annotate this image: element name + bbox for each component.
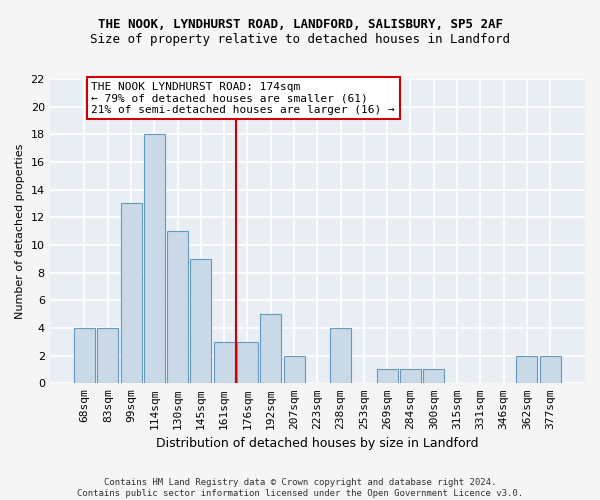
Text: THE NOOK, LYNDHURST ROAD, LANDFORD, SALISBURY, SP5 2AF: THE NOOK, LYNDHURST ROAD, LANDFORD, SALI… bbox=[97, 18, 503, 30]
Bar bbox=[167, 231, 188, 384]
Bar bbox=[284, 356, 305, 384]
X-axis label: Distribution of detached houses by size in Landford: Distribution of detached houses by size … bbox=[156, 437, 479, 450]
Text: THE NOOK LYNDHURST ROAD: 174sqm
← 79% of detached houses are smaller (61)
21% of: THE NOOK LYNDHURST ROAD: 174sqm ← 79% of… bbox=[91, 82, 395, 115]
Bar bbox=[540, 356, 560, 384]
Bar bbox=[260, 314, 281, 384]
Y-axis label: Number of detached properties: Number of detached properties bbox=[15, 144, 25, 319]
Bar bbox=[214, 342, 235, 384]
Bar bbox=[144, 134, 165, 384]
Text: Size of property relative to detached houses in Landford: Size of property relative to detached ho… bbox=[90, 32, 510, 46]
Bar bbox=[97, 328, 118, 384]
Bar bbox=[121, 204, 142, 384]
Bar bbox=[237, 342, 258, 384]
Bar bbox=[74, 328, 95, 384]
Bar bbox=[423, 370, 444, 384]
Bar bbox=[517, 356, 538, 384]
Text: Contains HM Land Registry data © Crown copyright and database right 2024.
Contai: Contains HM Land Registry data © Crown c… bbox=[77, 478, 523, 498]
Bar bbox=[400, 370, 421, 384]
Bar bbox=[377, 370, 398, 384]
Bar bbox=[330, 328, 351, 384]
Bar bbox=[190, 259, 211, 384]
